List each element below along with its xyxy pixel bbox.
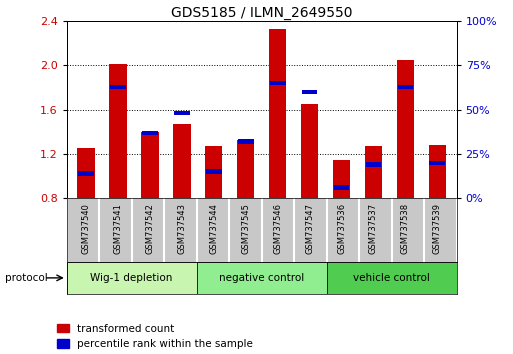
- Text: GSM737539: GSM737539: [433, 203, 442, 254]
- Text: GSM737545: GSM737545: [241, 203, 250, 254]
- Bar: [333, 160, 350, 198]
- Bar: [110, 85, 126, 89]
- Bar: [141, 132, 159, 198]
- Bar: [270, 81, 286, 85]
- Bar: [206, 170, 222, 174]
- Bar: [429, 161, 445, 165]
- Text: GSM737536: GSM737536: [337, 203, 346, 255]
- Text: negative control: negative control: [219, 273, 304, 283]
- Bar: [302, 90, 318, 94]
- Bar: [397, 60, 414, 198]
- Bar: [269, 29, 286, 198]
- Text: GSM737538: GSM737538: [401, 203, 410, 255]
- Text: GSM737541: GSM737541: [113, 203, 122, 254]
- Bar: [428, 145, 446, 198]
- Text: GSM737543: GSM737543: [177, 203, 186, 254]
- Bar: [174, 111, 190, 115]
- Bar: [365, 146, 382, 198]
- Text: GSM737547: GSM737547: [305, 203, 314, 254]
- Bar: [196, 262, 327, 294]
- Bar: [173, 124, 190, 198]
- Bar: [238, 139, 253, 144]
- Bar: [78, 171, 94, 176]
- Bar: [77, 148, 95, 198]
- Bar: [333, 185, 349, 190]
- Bar: [109, 64, 127, 198]
- Text: GSM737546: GSM737546: [273, 203, 282, 254]
- Bar: [67, 262, 196, 294]
- Bar: [237, 139, 254, 198]
- Text: Wig-1 depletion: Wig-1 depletion: [90, 273, 173, 283]
- Bar: [366, 162, 381, 167]
- Title: GDS5185 / ILMN_2649550: GDS5185 / ILMN_2649550: [171, 6, 352, 20]
- Text: GSM737540: GSM737540: [82, 203, 90, 254]
- Text: GSM737542: GSM737542: [145, 203, 154, 254]
- Text: vehicle control: vehicle control: [353, 273, 430, 283]
- Text: protocol: protocol: [5, 273, 48, 283]
- Text: GSM737537: GSM737537: [369, 203, 378, 255]
- Bar: [301, 104, 319, 198]
- Bar: [327, 262, 457, 294]
- Text: GSM737544: GSM737544: [209, 203, 218, 254]
- Bar: [142, 131, 157, 135]
- Bar: [398, 85, 413, 89]
- Bar: [205, 146, 223, 198]
- Legend: transformed count, percentile rank within the sample: transformed count, percentile rank withi…: [56, 324, 253, 349]
